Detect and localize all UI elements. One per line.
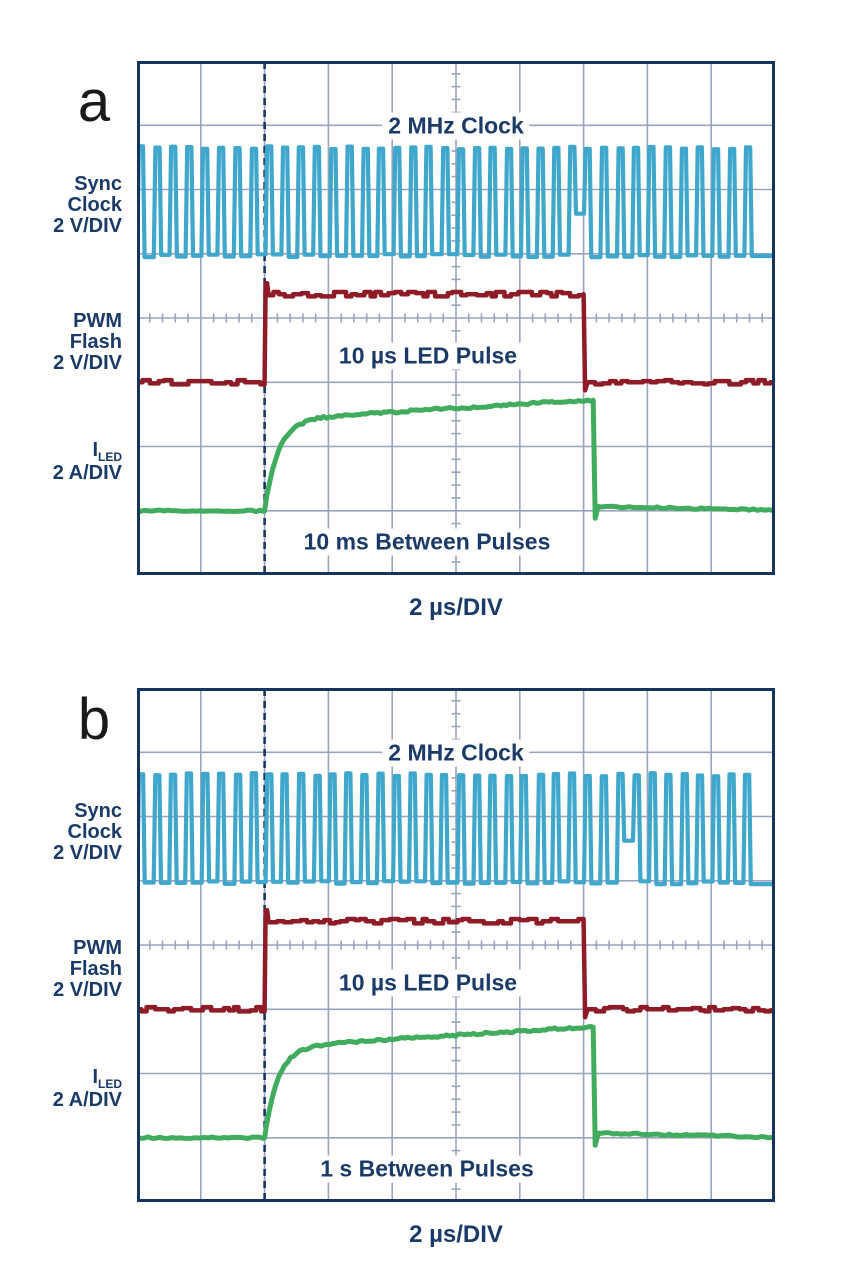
sync-clock-trace (135, 144, 777, 260)
sync-clock-trace (135, 771, 777, 887)
iled-trace (134, 397, 776, 521)
timebase-label: 2 µs/DIV (409, 594, 503, 621)
between-pulses-annotation: 10 ms Between Pulses (297, 528, 557, 556)
pwm-flash-label: PWM Flash 2 V/DIV (53, 310, 122, 374)
oscilloscope-plot (134, 688, 777, 1202)
pwm-flash-trace (134, 907, 777, 1020)
iled-label: ILED 2 A/DIV (52, 1066, 122, 1111)
sync-clock-label: Sync Clock 2 V/DIV (53, 800, 122, 864)
led-pulse-width-annotation: 10 µs LED Pulse (332, 969, 524, 997)
panel-a: a Sync Clock 2 V/DIV PWM Flash 2 V/DIV ILED… (0, 61, 848, 661)
pwm-flash-label: PWM Flash 2 V/DIV (53, 937, 122, 1001)
iled-symbol: ILED (92, 1066, 122, 1091)
pwm-flash-trace (134, 280, 777, 393)
iled-label: ILED 2 A/DIV (52, 439, 122, 484)
iled-symbol: ILED (92, 439, 122, 464)
panel-b: b Sync Clock 2 V/DIV PWM Flash 2 V/DIV ILED… (0, 688, 848, 1288)
sync-clock-label: Sync Clock 2 V/DIV (53, 173, 122, 237)
panel-letter-b: b (77, 687, 111, 752)
panel-letter-a: a (77, 69, 111, 134)
timebase-label: 2 µs/DIV (409, 1221, 503, 1248)
iled-trace (134, 1024, 776, 1148)
clock-frequency-annotation: 2 MHz Clock (382, 739, 530, 767)
led-pulse-width-annotation: 10 µs LED Pulse (332, 342, 524, 370)
scope-grid-and-traces (134, 688, 777, 1202)
between-pulses-annotation: 1 s Between Pulses (314, 1155, 540, 1183)
clock-frequency-annotation: 2 MHz Clock (382, 112, 530, 140)
